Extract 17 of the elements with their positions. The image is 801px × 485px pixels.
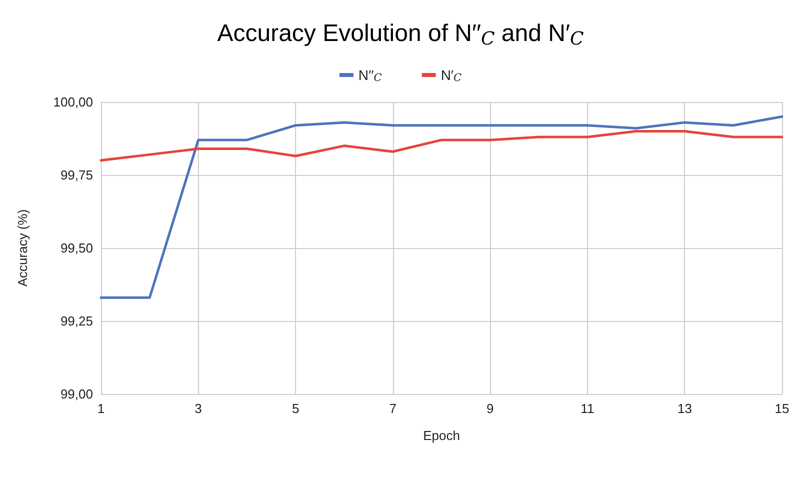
x-tick-label: 13: [677, 401, 692, 416]
x-tick-label: 7: [389, 401, 396, 416]
x-tick-label: 3: [194, 401, 202, 416]
x-tick-label: 11: [580, 401, 594, 416]
y-tick-label: 100,00: [53, 94, 93, 110]
line-series: [100, 130, 784, 162]
y-tick-label: 99,00: [60, 386, 93, 402]
y-tick-label: 99,75: [60, 168, 93, 182]
x-axis-title: Epoch: [423, 428, 460, 443]
x-tick-label: 1: [97, 401, 105, 416]
x-tick-label: 15: [774, 401, 790, 416]
y-axis-title: Accuracy (%): [15, 209, 30, 287]
y-tick-label: 99,25: [60, 314, 93, 328]
line-series: [100, 115, 784, 299]
x-tick-label: 9: [486, 401, 494, 416]
x-tick-label: 5: [292, 401, 300, 416]
y-tick-label: 99,50: [60, 240, 93, 256]
